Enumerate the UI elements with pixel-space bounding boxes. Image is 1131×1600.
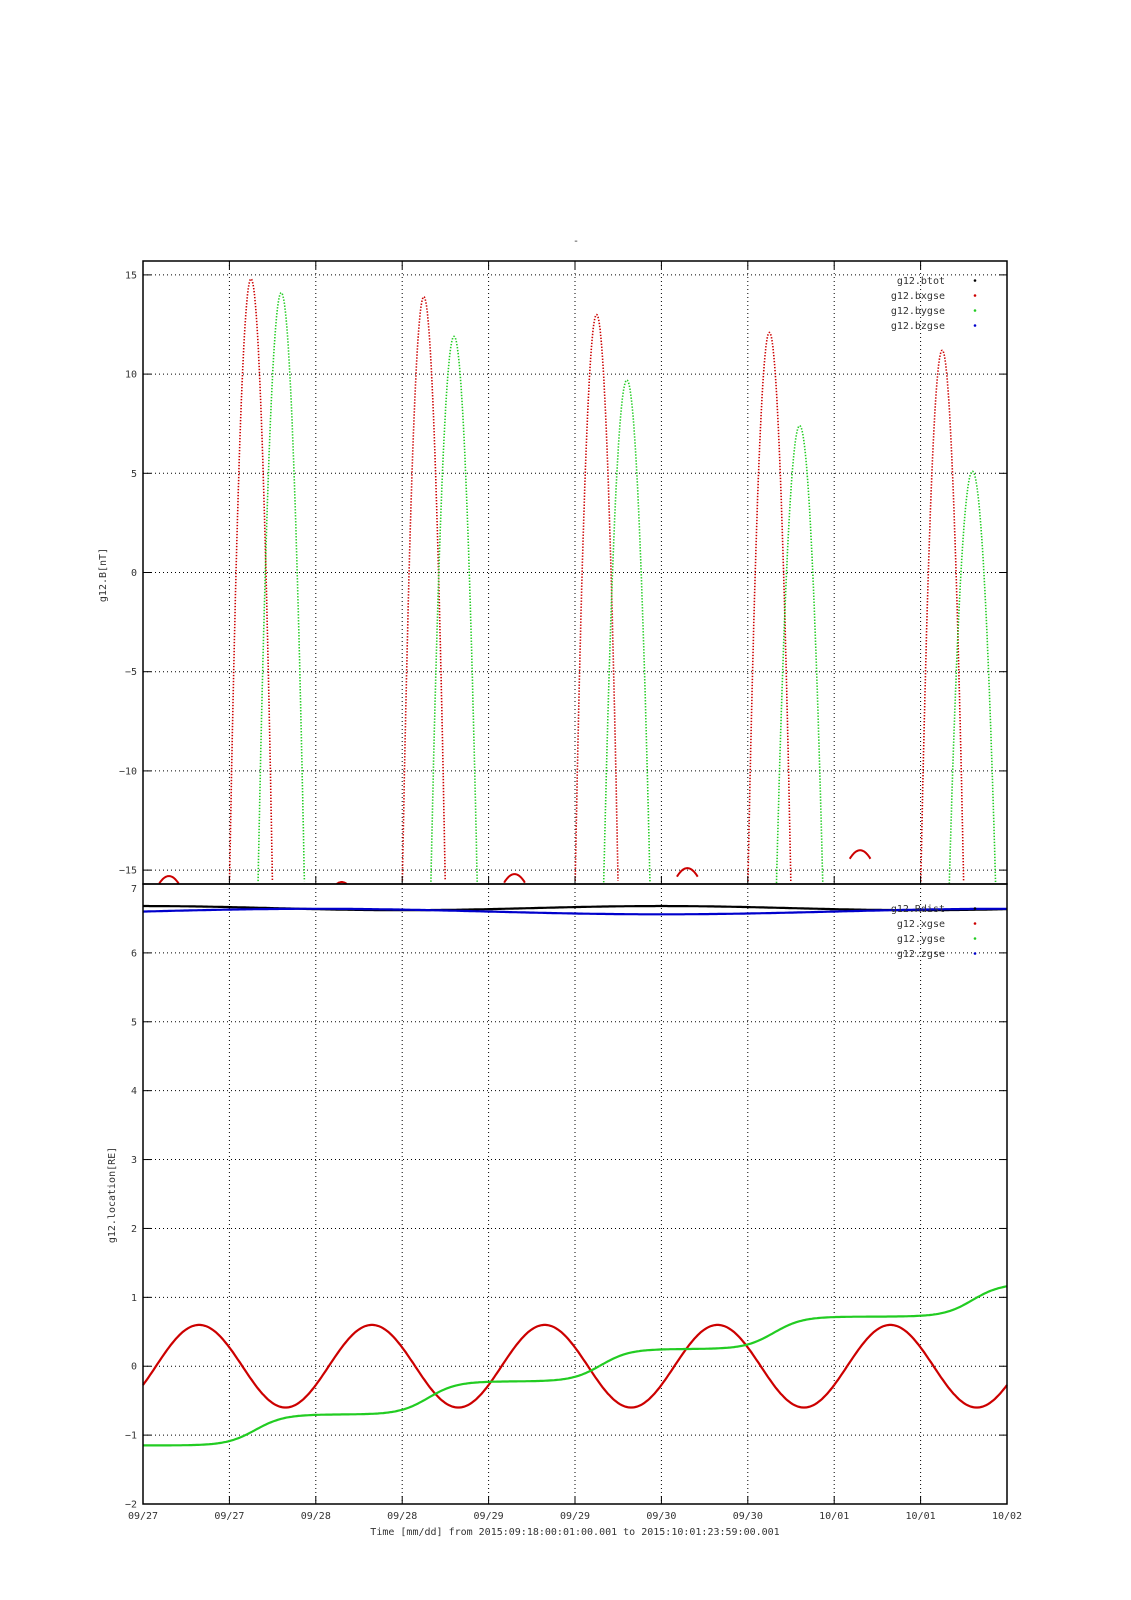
bottom-y-tick-label: 4	[131, 1086, 137, 1097]
bottom-y-ticks: 7 6 5 4 3 2 1 0 −1 −2	[125, 883, 1007, 1511]
x-tick-label: 09/28	[387, 1511, 417, 1522]
bxgse-arc	[747, 331, 792, 882]
top-y-tick-label: −5	[125, 667, 137, 678]
bottom-legend: g12.Rdist g12.xgse g12.ygse g12.zgse	[891, 904, 977, 960]
top-legend-label: g12.btot	[897, 276, 945, 287]
bxgse-minor-arc	[503, 873, 526, 884]
top-y-tick-label: −15	[119, 866, 137, 877]
top-y-tick-label: 5	[131, 469, 137, 480]
bxgse-minor-arc	[158, 875, 180, 885]
x-tick-label: 09/29	[560, 1511, 590, 1522]
x-axis-ticks: 09/27 09/27 09/28 09/28 09/29 09/29 09/30 09/30…	[128, 261, 1022, 1522]
top-y-tick-label: 0	[131, 568, 137, 579]
ygse-line	[143, 1285, 1008, 1447]
bxgse-arc	[920, 349, 965, 882]
bottom-y-axis-label: g12.location[RE]	[107, 1147, 118, 1243]
x-tick-label: 10/02	[992, 1511, 1022, 1522]
top-legend-label: g12.bygse	[891, 306, 945, 317]
bygse-arc	[948, 470, 997, 884]
top-plot-area	[158, 278, 997, 885]
top-y-tick-label: 10	[125, 370, 137, 381]
x-tick-label: 09/28	[301, 1511, 331, 1522]
bottom-y-tick-label: 7	[131, 884, 137, 895]
top-legend-marker	[973, 294, 977, 297]
x-tick-label: 10/01	[906, 1511, 936, 1522]
top-y-tick-label: −10	[119, 766, 137, 777]
x-tick-label: 09/30	[646, 1511, 676, 1522]
top-y-tick-label: 15	[125, 270, 137, 281]
bxgse-arc	[401, 295, 446, 881]
bottom-legend-label: g12.zgse	[897, 949, 945, 960]
x-tick-label: 09/30	[733, 1511, 763, 1522]
bottom-y-tick-label: 3	[131, 1155, 137, 1166]
xgse-line	[142, 1323, 1008, 1409]
bxgse-minor-arc	[848, 849, 872, 860]
bottom-legend-label: g12.Rdist	[891, 904, 945, 915]
top-legend-marker	[973, 309, 977, 312]
top-legend: g12.btot g12.bxgse g12.bygse g12.bzgse	[891, 276, 977, 332]
bottom-y-tick-label: 1	[131, 1293, 137, 1304]
zgse-line	[142, 907, 1007, 916]
bottom-legend-marker	[973, 952, 977, 955]
bygse-arc	[775, 424, 824, 884]
top-y-axis-label: g12.B[nT]	[98, 548, 109, 602]
bottom-plot-area	[142, 904, 1008, 1447]
bottom-y-tick-label: 0	[131, 1362, 137, 1373]
top-y-ticks: 15 10 5 0 −5 −10 −15	[119, 270, 1007, 877]
bottom-legend-marker	[973, 937, 977, 940]
top-legend-marker	[973, 279, 977, 282]
bottom-y-tick-label: 2	[131, 1224, 137, 1235]
x-tick-label: 09/27	[214, 1511, 244, 1522]
bottom-legend-label: g12.xgse	[897, 919, 945, 930]
top-legend-marker	[973, 324, 977, 327]
bottom-y-tick-label: 6	[131, 948, 137, 959]
bygse-arc	[602, 379, 651, 883]
bottom-y-tick-label: 5	[131, 1017, 137, 1028]
bottom-legend-label: g12.ygse	[897, 934, 945, 945]
top-legend-label: g12.bzgse	[891, 321, 945, 332]
bottom-legend-marker	[973, 922, 977, 925]
top-legend-label: g12.bxgse	[891, 291, 945, 302]
bygse-arc	[257, 291, 306, 882]
bxgse-minor-arc	[676, 867, 699, 878]
x-tick-label: 09/27	[128, 1511, 158, 1522]
bxgse-arc	[574, 313, 619, 881]
bottom-y-tick-label: −2	[125, 1500, 137, 1511]
bottom-grid	[143, 884, 1007, 1504]
bxgse-minor-arc	[336, 881, 348, 885]
bottom-y-tick-label: −1	[125, 1431, 137, 1442]
top-grid	[143, 261, 1007, 884]
bygse-arc	[430, 335, 478, 882]
magnetic-field-panel: 15 10 5 0 −5 −10 −15 g12.B[nT] g12.btot g12.bxg…	[98, 260, 1008, 885]
bxgse-arc	[228, 278, 274, 881]
top-title: -	[573, 236, 579, 247]
bottom-legend-marker	[973, 907, 977, 910]
x-tick-label: 09/29	[474, 1511, 504, 1522]
x-axis-label: Time [mm/dd] from 2015:09:18:00:01:00.00…	[370, 1527, 779, 1538]
x-tick-label: 10/01	[819, 1511, 849, 1522]
